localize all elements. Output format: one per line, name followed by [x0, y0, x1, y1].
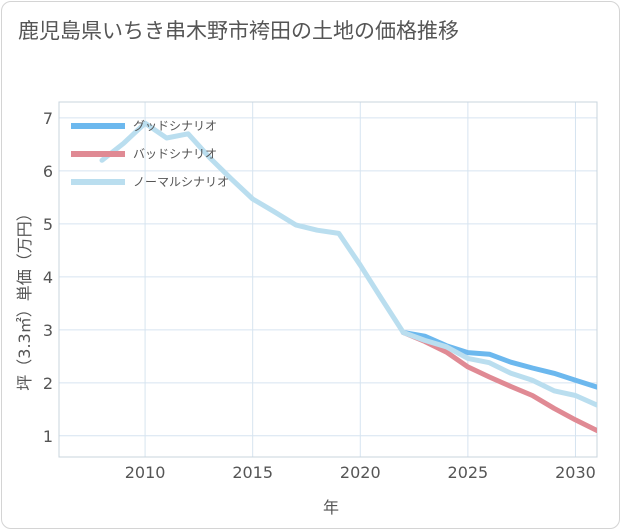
grid — [59, 102, 597, 457]
legend-label: グッドシナリオ — [133, 119, 217, 133]
series-line-0 — [400, 330, 597, 390]
y-tick-label: 5 — [43, 215, 53, 234]
y-axis-title: 坪（3.3㎡）単価（万円） — [15, 205, 34, 390]
plot-border — [58, 101, 598, 458]
x-axis-title: 年 — [323, 498, 339, 517]
legend-label: バッドシナリオ — [133, 147, 217, 161]
series-lines — [99, 120, 597, 433]
y-tick-label: 7 — [43, 109, 53, 128]
plot-area — [58, 101, 598, 458]
x-tick-label: 2015 — [232, 463, 273, 482]
x-tick-label: 2010 — [125, 463, 166, 482]
y-tick-label: 6 — [43, 162, 53, 181]
y-axis-ticks: 1 2 3 4 5 6 7 — [43, 109, 53, 446]
x-tick-label: 2025 — [448, 463, 489, 482]
series-line-1 — [400, 330, 597, 433]
y-tick-label: 1 — [43, 427, 53, 446]
series-line-2 — [99, 120, 597, 408]
y-tick-label: 2 — [43, 374, 53, 393]
chart-title: 鹿児島県いちき串木野市袴田の土地の価格推移 — [18, 19, 459, 43]
x-axis-ticks: 2010 2015 2020 2025 2030 — [125, 463, 596, 482]
y-tick-label: 3 — [43, 321, 53, 340]
x-tick-label: 2030 — [555, 463, 596, 482]
x-tick-label: 2020 — [340, 463, 381, 482]
y-tick-label: 4 — [43, 268, 53, 287]
legend-label: ノーマルシナリオ — [133, 175, 229, 189]
